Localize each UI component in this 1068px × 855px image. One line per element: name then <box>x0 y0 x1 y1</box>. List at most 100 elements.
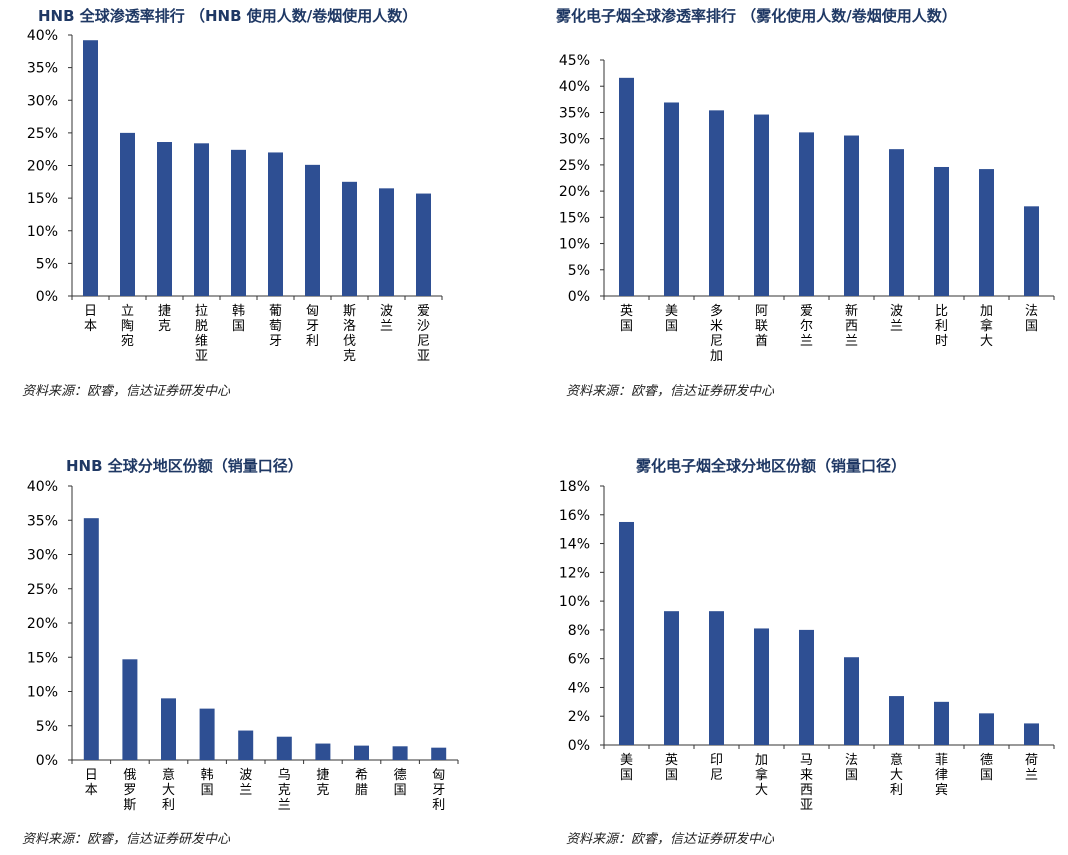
x-tick-label: 美国 <box>665 304 678 334</box>
bar-斯洛伐克 <box>342 181 357 296</box>
chart-title: HNB 全球渗透率排行 （HNB 使用人数/卷烟使用人数） <box>38 7 418 25</box>
bar-匈牙利 <box>431 747 447 760</box>
bar-菲律宾 <box>934 701 949 745</box>
y-tick-label: 5% <box>568 263 590 279</box>
y-tick-label: 20% <box>27 616 58 632</box>
bar-乌克兰 <box>276 736 292 760</box>
bar-韩国 <box>199 708 215 760</box>
source-note: 资料来源：欧睿，信达证券研发中心 <box>22 832 231 847</box>
bar-英国 <box>619 77 634 296</box>
chart-panel-hnb-share: HNB 全球分地区份额（销量口径） 0% 5% 10% 15% 20% 25% 30% 35%… <box>0 450 534 855</box>
x-tick-label: 菲律宾 <box>935 753 948 798</box>
bar-意大利 <box>161 698 176 760</box>
y-tick-label: 4% <box>568 680 590 696</box>
x-tick-label: 美国 <box>620 753 633 783</box>
chart-title: 雾化电子烟全球渗透率排行 （雾化使用人数/卷烟使用人数） <box>556 7 957 25</box>
x-tick-label: 马来西亚 <box>800 753 813 813</box>
y-tick-label: 5% <box>36 256 58 272</box>
x-tick-label: 印尼 <box>710 753 723 783</box>
bar-chart: 0% 2% 4% 6% 8% 10% 12% 14% 16% 18% 美国 英国 印尼 加拿大 马来西亚 法国… <box>559 479 1055 813</box>
y-tick-label: 12% <box>559 565 590 581</box>
y-tick-label: 30% <box>27 548 58 564</box>
x-tick-label: 加拿大 <box>755 753 768 798</box>
y-tick-label: 15% <box>27 191 58 207</box>
y-tick-label: 25% <box>559 158 590 174</box>
y-tick-label: 18% <box>559 479 590 495</box>
chart-panel-vape-share: 雾化电子烟全球分地区份额（销量口径） 0% 2% 4% 6% 8% 10% 12% 14% 16… <box>534 450 1068 855</box>
bar-chart: 0% 5% 10% 15% 20% 25% 30% 35% 40% 45% 英国 美国 多米尼加 阿联酋 爱… <box>559 53 1055 364</box>
x-tick-label: 英国 <box>620 304 633 334</box>
y-tick-label: 0% <box>36 753 58 769</box>
x-tick-label: 德国 <box>980 753 993 783</box>
x-tick-label: 匈牙利 <box>306 304 319 349</box>
y-tick-label: 40% <box>27 479 58 495</box>
y-tick-label: 40% <box>559 79 590 95</box>
y-tick-label: 40% <box>27 28 58 44</box>
bar-意大利 <box>889 696 904 745</box>
y-tick-label: 35% <box>559 105 590 121</box>
x-tick-label: 希腊 <box>355 768 368 798</box>
y-tick-label: 15% <box>559 210 590 226</box>
bar-英国 <box>664 611 679 745</box>
bar-法国 <box>844 657 859 745</box>
x-tick-label: 英国 <box>665 753 678 783</box>
bar-chart: 0% 5% 10% 15% 20% 25% 30% 35% 40% 日本 立陶宛 捷克 拉脱维亚 韩国葡萄… <box>27 28 443 364</box>
chart-title: 雾化电子烟全球分地区份额（销量口径） <box>636 457 907 475</box>
bar-德国 <box>392 746 408 760</box>
bar-拉脱维亚 <box>194 143 209 296</box>
bar-爱沙尼亚 <box>416 193 431 296</box>
chart-panel-vape-penetration: 雾化电子烟全球渗透率排行 （雾化使用人数/卷烟使用人数） 0% 5% 10% 15% 2… <box>534 0 1068 410</box>
y-tick-label: 2% <box>568 709 590 725</box>
x-tick-label: 匈牙利 <box>432 768 445 813</box>
x-tick-label: 拉脱维亚 <box>195 304 208 364</box>
bar-比利时 <box>934 166 949 296</box>
x-tick-label: 德国 <box>394 768 407 798</box>
x-tick-label: 意大利 <box>890 752 903 798</box>
x-tick-label: 新西兰 <box>845 303 858 349</box>
chart-title: HNB 全球分地区份额（销量口径） <box>66 457 303 475</box>
x-tick-label: 日本 <box>84 304 97 334</box>
y-tick-label: 16% <box>559 508 590 524</box>
bar-加拿大 <box>979 169 994 296</box>
bar-波兰 <box>379 188 394 296</box>
bar-立陶宛 <box>120 132 135 296</box>
y-tick-label: 0% <box>568 289 590 305</box>
y-tick-label: 10% <box>559 237 590 253</box>
y-tick-label: 10% <box>27 685 58 701</box>
x-tick-label: 韩国 <box>232 304 245 334</box>
bar-德国 <box>979 713 994 745</box>
bar-波兰 <box>238 730 254 760</box>
bar-新西兰 <box>844 135 859 296</box>
y-tick-label: 8% <box>568 623 590 639</box>
bar-日本 <box>83 40 98 296</box>
bar-波兰 <box>889 149 904 296</box>
bar-日本 <box>83 518 99 760</box>
x-tick-label: 波兰 <box>890 304 903 334</box>
chart-panel-hnb-penetration: HNB 全球渗透率排行 （HNB 使用人数/卷烟使用人数） 0% 5% 10% 15%… <box>0 0 534 410</box>
x-tick-label: 爱沙尼亚 <box>417 304 430 364</box>
y-tick-label: 15% <box>27 650 58 666</box>
y-tick-label: 30% <box>559 132 590 148</box>
x-tick-label: 乌克兰 <box>278 767 291 813</box>
x-tick-label: 波兰 <box>239 768 252 798</box>
x-tick-label: 加拿大 <box>980 304 993 349</box>
x-tick-label: 法国 <box>845 753 858 783</box>
source-note: 资料来源：欧睿，信达证券研发中心 <box>22 384 231 399</box>
bar-阿联酋 <box>754 114 769 296</box>
bar-捷克 <box>157 142 172 296</box>
x-tick-label: 阿联酋 <box>755 304 768 349</box>
bar-匈牙利 <box>305 164 320 296</box>
y-tick-label: 35% <box>27 513 58 529</box>
bar-法国 <box>1024 206 1039 296</box>
bar-印尼 <box>709 611 724 745</box>
y-tick-label: 20% <box>27 159 58 175</box>
bar-加拿大 <box>754 628 769 745</box>
x-tick-label: 多米尼加 <box>710 303 723 364</box>
y-tick-label: 10% <box>27 224 58 240</box>
bar-捷克 <box>315 743 331 760</box>
x-tick-label: 爱尔兰 <box>800 304 813 349</box>
x-tick-label: 捷克 <box>158 304 171 334</box>
x-tick-label: 斯洛伐克 <box>343 304 356 364</box>
y-tick-label: 0% <box>36 289 58 305</box>
y-tick-label: 30% <box>27 93 58 109</box>
